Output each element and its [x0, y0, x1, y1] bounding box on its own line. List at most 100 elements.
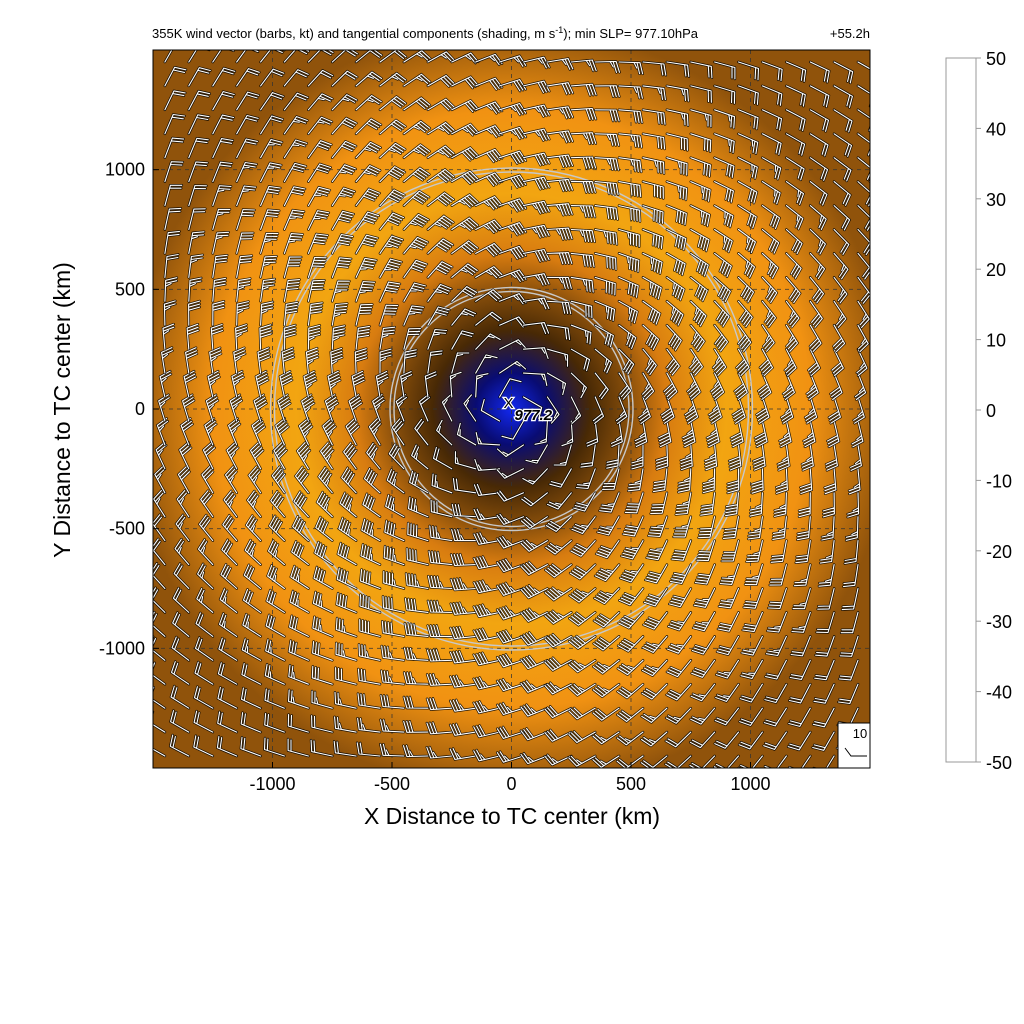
wind-barb [814, 635, 836, 658]
colorbar-tick-label: 40 [986, 119, 1006, 139]
wind-barb [264, 613, 286, 638]
wind-barb [259, 255, 278, 279]
wind-barb-line [188, 50, 210, 63]
wind-barb [234, 323, 248, 351]
wind-barb [472, 748, 501, 763]
wind-barb [333, 715, 358, 734]
wind-barb-line [792, 587, 811, 610]
wind-barb [402, 120, 432, 136]
wind-barb-line [188, 300, 201, 326]
wind-barb [570, 515, 597, 535]
wind-barb-line [452, 477, 477, 494]
wind-barb [617, 323, 638, 350]
wind-barb [615, 395, 629, 425]
wind-barb [211, 66, 237, 88]
wind-barb [473, 483, 501, 497]
wind-barb-line [260, 185, 281, 207]
wind-barb-line [595, 540, 620, 559]
wind-barb-line [640, 755, 668, 768]
wind-barb-line [677, 468, 692, 493]
colorbar-tick-label: -20 [986, 542, 1012, 562]
wind-barb-line [522, 322, 550, 335]
wind-barb-line [714, 85, 736, 104]
wind-barb [235, 254, 254, 279]
wind-barb [350, 370, 366, 399]
wind-barb-line [236, 91, 260, 111]
wind-barb [169, 684, 191, 710]
wind-barb-line [307, 233, 329, 254]
wind-barb-line [642, 228, 664, 249]
wind-barb [765, 635, 788, 657]
wind-barb-line [188, 90, 211, 111]
wind-barb [379, 742, 406, 758]
wind-barb-line [164, 253, 179, 278]
wind-barb [354, 280, 376, 303]
colorbar-tick-label: 50 [986, 49, 1006, 69]
wind-barb [643, 587, 669, 608]
wind-barb [699, 491, 716, 517]
wind-barb-line [451, 76, 479, 89]
wind-barb-line [287, 689, 309, 709]
wind-barb [615, 754, 645, 768]
wind-barb [153, 710, 167, 734]
wind-barb [378, 165, 407, 183]
wind-barb-line [331, 210, 355, 231]
wind-barb [543, 753, 573, 767]
wind-barb [691, 635, 716, 656]
wind-barb [283, 278, 301, 303]
wind-barb [250, 417, 266, 447]
wind-barb [739, 659, 764, 680]
wind-barb [356, 692, 382, 710]
wind-barb [358, 593, 382, 614]
wind-barb [292, 490, 310, 518]
range-ring-inner-line [393, 290, 630, 528]
wind-barb [402, 73, 432, 88]
wind-barb-line [283, 279, 301, 302]
wind-barb-line [618, 228, 640, 248]
wind-barb-line [318, 466, 333, 494]
wind-barb [568, 563, 597, 581]
wind-barb-line [188, 184, 207, 207]
wind-barb-line [737, 324, 752, 352]
wind-barb-line [740, 659, 763, 680]
wind-barb-line [857, 300, 870, 329]
wind-barb [449, 649, 477, 665]
wind-barb-line [241, 662, 262, 685]
wind-barb [495, 629, 525, 645]
wind-barb-line [186, 323, 199, 350]
wind-barb [570, 371, 588, 399]
wind-barb [259, 67, 286, 88]
wind-barb [715, 635, 740, 656]
wind-barb [545, 515, 573, 533]
wind-barb [640, 754, 669, 768]
wind-barb-line [193, 686, 214, 709]
wind-barb [441, 393, 454, 423]
wind-barb-line [403, 349, 417, 374]
wind-barb-line [570, 83, 597, 96]
wind-barb-line [546, 106, 574, 119]
wind-barb-line [432, 446, 453, 470]
wind-barb-line [427, 283, 452, 302]
wind-barb [259, 300, 275, 327]
wind-barb [355, 741, 382, 758]
wind-barb [311, 665, 334, 686]
wind-barb-line [822, 492, 835, 518]
wind-barb-line [757, 372, 772, 401]
wind-barb-line [793, 564, 811, 587]
wind-barb-line [617, 659, 644, 676]
wind-barb [785, 252, 803, 280]
wind-barb [713, 228, 734, 254]
wind-barb [640, 706, 669, 724]
wind-barb-line [785, 85, 806, 107]
wind-barb-line [667, 635, 692, 654]
wind-barb-line [320, 442, 334, 470]
wind-barb-line [449, 675, 477, 688]
wind-barb-line [153, 711, 166, 733]
wind-barb-line [499, 126, 527, 140]
wind-barb-line [475, 77, 503, 91]
wind-barb [245, 514, 262, 542]
wind-barb-line [499, 378, 522, 398]
wind-barb [809, 156, 829, 182]
wind-barb [546, 81, 575, 96]
wind-barb [641, 156, 666, 175]
